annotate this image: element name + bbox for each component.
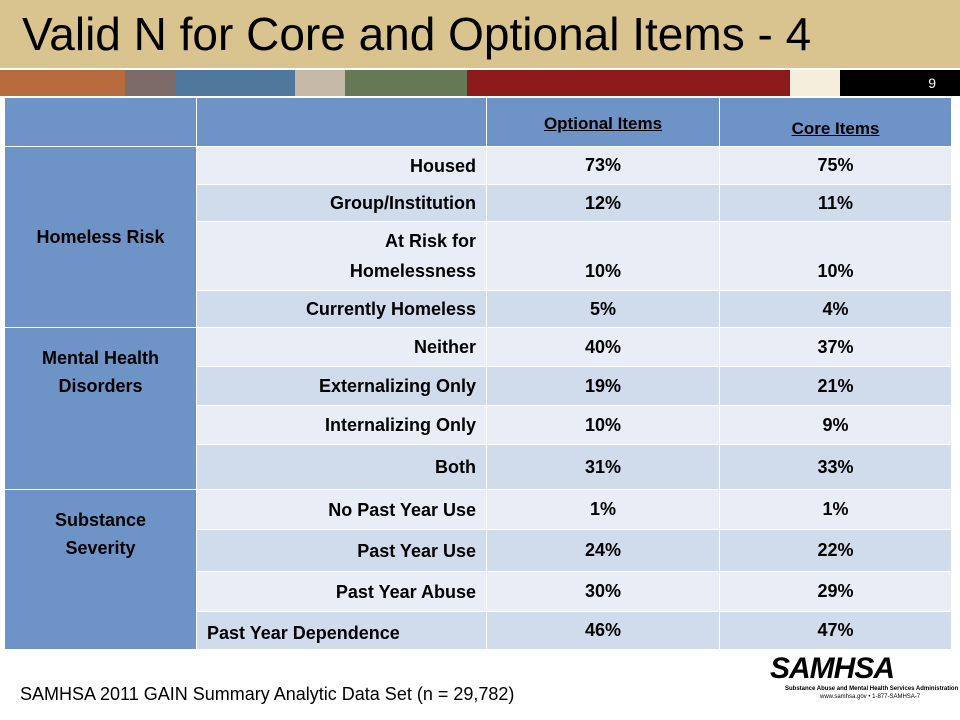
strip bbox=[790, 70, 840, 96]
value-cell: 10% bbox=[720, 222, 952, 291]
group-label: Substance Severity bbox=[5, 490, 197, 650]
header-cell bbox=[5, 98, 197, 147]
row-label: Group/Institution bbox=[197, 185, 487, 222]
value-cell: 1% bbox=[720, 490, 952, 530]
row-label: No Past Year Use bbox=[197, 490, 487, 530]
value-cell: 40% bbox=[487, 328, 720, 367]
row-label: Externalizing Only bbox=[197, 367, 487, 406]
logo-subtitle: Substance Abuse and Mental Health Servic… bbox=[785, 686, 959, 692]
row-label: Internalizing Only bbox=[197, 406, 487, 445]
value-cell: 11% bbox=[720, 185, 952, 222]
value-cell: 1% bbox=[487, 490, 720, 530]
value-cell: 46% bbox=[487, 612, 720, 650]
header-cell bbox=[197, 98, 487, 147]
value-cell: 37% bbox=[720, 328, 952, 367]
value-cell: 29% bbox=[720, 572, 952, 612]
logo: SAMHSA bbox=[770, 652, 895, 685]
value-cell: 31% bbox=[487, 445, 720, 490]
value-cell: 10% bbox=[487, 406, 720, 445]
strip bbox=[125, 70, 175, 96]
value-cell: 10% bbox=[487, 222, 720, 291]
group-label: Mental Health Disorders bbox=[5, 328, 197, 490]
logo-contact: www.samhsa.gov • 1-877-SAMHSA-7 bbox=[820, 694, 921, 700]
row-label: Past Year Use bbox=[197, 530, 487, 572]
value-cell: 5% bbox=[487, 291, 720, 328]
title: Valid N for Core and Optional Items - 4 bbox=[0, 0, 960, 68]
value-cell: 9% bbox=[720, 406, 952, 445]
row-label: Both bbox=[197, 445, 487, 490]
row-label: Past Year Dependence bbox=[197, 612, 487, 650]
strip bbox=[345, 70, 467, 96]
strip bbox=[0, 70, 125, 96]
value-cell: 33% bbox=[720, 445, 952, 490]
value-cell: 30% bbox=[487, 572, 720, 612]
value-cell: 4% bbox=[720, 291, 952, 328]
row-label: At Risk for Homelessness bbox=[197, 222, 487, 291]
strip bbox=[295, 70, 345, 96]
value-cell: 19% bbox=[487, 367, 720, 406]
strip bbox=[467, 70, 790, 96]
value-cell: 47% bbox=[720, 612, 952, 650]
row-label: Past Year Abuse bbox=[197, 572, 487, 612]
value-cell: 24% bbox=[487, 530, 720, 572]
group-label: Homeless Risk bbox=[5, 147, 197, 328]
row-label: Currently Homeless bbox=[197, 291, 487, 328]
column-header: Optional Items bbox=[487, 98, 720, 147]
value-cell: 22% bbox=[720, 530, 952, 572]
source: SAMHSA 2011 GAIN Summary Analytic Data S… bbox=[20, 684, 515, 704]
value-cell: 75% bbox=[720, 147, 952, 185]
row-label: Housed bbox=[197, 147, 487, 185]
column-header: Core Items bbox=[720, 98, 952, 147]
value-cell: 12% bbox=[487, 185, 720, 222]
strip bbox=[175, 70, 295, 96]
page-number: 9 bbox=[840, 70, 960, 96]
value-cell: 21% bbox=[720, 367, 952, 406]
value-cell: 73% bbox=[487, 147, 720, 185]
row-label: Neither bbox=[197, 328, 487, 367]
